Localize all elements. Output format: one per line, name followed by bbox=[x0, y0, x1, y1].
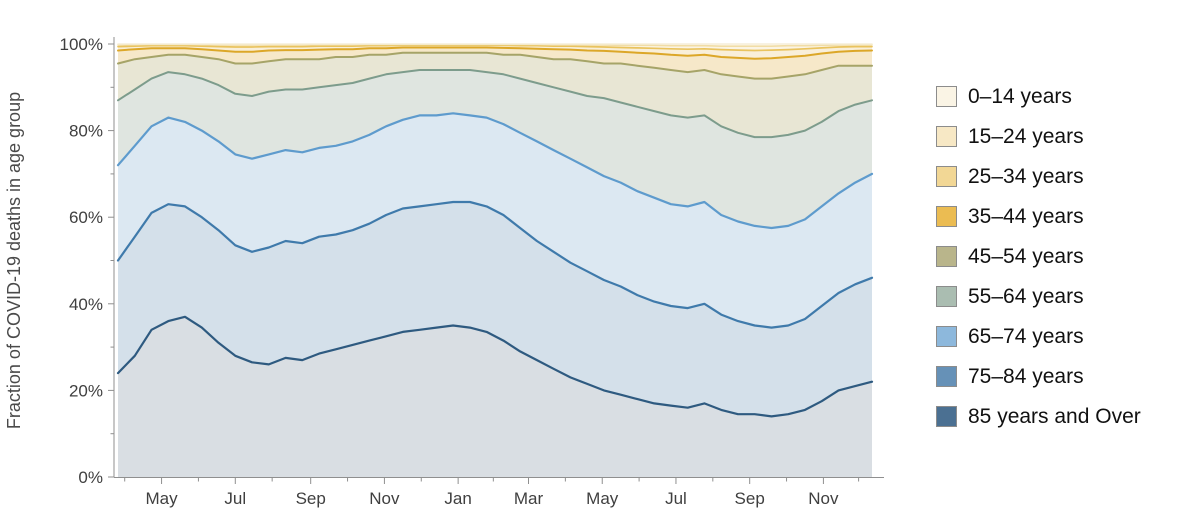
y-tick-label: 100% bbox=[60, 35, 103, 54]
legend-swatch-icon bbox=[936, 166, 957, 187]
legend-label: 55–64 years bbox=[968, 285, 1084, 308]
age-band-3 bbox=[118, 70, 872, 228]
x-tick-label: Sep bbox=[296, 489, 326, 508]
legend-label: 75–84 years bbox=[968, 365, 1084, 388]
x-tick-label: Jan bbox=[444, 489, 471, 508]
y-tick-label: 80% bbox=[69, 122, 103, 141]
age-band-line-2 bbox=[116, 112, 874, 230]
age-band-line-5 bbox=[117, 46, 873, 60]
y-tick-label: 0% bbox=[78, 468, 103, 487]
x-tick-label: Jul bbox=[665, 489, 687, 508]
x-tick-label: May bbox=[586, 489, 619, 508]
legend-swatch-icon bbox=[936, 326, 957, 347]
legend-item-0: 0–14 years bbox=[936, 86, 1141, 107]
legend-item-5: 55–64 years bbox=[936, 286, 1141, 307]
legend-label: 35–44 years bbox=[968, 205, 1084, 228]
tick-labels: 0% 20% 40% 60% 80% 100% May Jul Sep Nov Jan Mar May J… bbox=[60, 35, 840, 508]
age-band-0 bbox=[118, 316, 872, 477]
legend-item-4: 45–54 years bbox=[936, 246, 1141, 267]
x-tick-label: Mar bbox=[514, 489, 544, 508]
age-band-1 bbox=[118, 202, 872, 417]
legend-item-6: 65–74 years bbox=[936, 326, 1141, 347]
legend-swatch-icon bbox=[936, 126, 957, 147]
y-tick-label: 60% bbox=[69, 208, 103, 227]
x-tick-label: Sep bbox=[735, 489, 765, 508]
y-axis-title: Fraction of COVID-19 deaths in age group bbox=[4, 92, 24, 429]
stacked-bands bbox=[118, 44, 872, 477]
x-tick-label: Jul bbox=[224, 489, 246, 508]
legend-item-1: 15–24 years bbox=[936, 126, 1141, 147]
band-boundary-lines bbox=[116, 43, 874, 418]
legend-item-7: 75–84 years bbox=[936, 366, 1141, 387]
y-tick-label: 40% bbox=[69, 295, 103, 314]
age-band-line-6 bbox=[117, 44, 873, 52]
legend-label: 15–24 years bbox=[968, 125, 1084, 148]
legend-swatch-icon bbox=[936, 246, 957, 267]
legend-swatch-icon bbox=[936, 286, 957, 307]
legend-label: 0–14 years bbox=[968, 85, 1072, 108]
legend-item-8: 85 years and Over bbox=[936, 406, 1141, 427]
x-tick-label: Nov bbox=[808, 489, 839, 508]
age-band-line-4 bbox=[117, 51, 873, 80]
legend-swatch-icon bbox=[936, 206, 957, 227]
y-tick-label: 20% bbox=[69, 381, 103, 400]
legend-swatch-icon bbox=[936, 86, 957, 107]
age-band-4 bbox=[118, 52, 872, 138]
legend-label: 65–74 years bbox=[968, 325, 1084, 348]
legend-label: 25–34 years bbox=[968, 165, 1084, 188]
x-tick-label: May bbox=[146, 489, 179, 508]
legend-item-3: 35–44 years bbox=[936, 206, 1141, 227]
age-band-line-0 bbox=[116, 315, 874, 418]
x-tick-label: Nov bbox=[369, 489, 400, 508]
legend-swatch-icon bbox=[936, 406, 957, 427]
age-band-line-1 bbox=[116, 200, 874, 329]
age-band-2 bbox=[118, 113, 872, 328]
legend-label: 45–54 years bbox=[968, 245, 1084, 268]
legend-label: 85 years and Over bbox=[968, 405, 1141, 428]
legend-item-2: 25–34 years bbox=[936, 166, 1141, 187]
chart-legend: 0–14 years 15–24 years 25–34 years 35–44 ye… bbox=[936, 86, 1141, 427]
tick-marks bbox=[108, 43, 860, 484]
axes bbox=[113, 37, 884, 478]
age-band-line-3 bbox=[117, 69, 873, 139]
legend-swatch-icon bbox=[936, 366, 957, 387]
